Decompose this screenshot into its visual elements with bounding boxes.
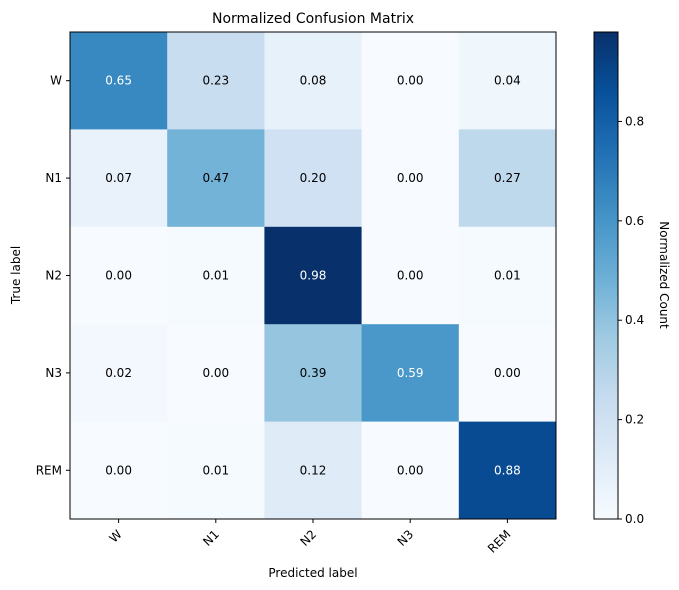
cell-value-label: 0.98 [300,269,327,283]
colorbar-label: Normalized Count [657,221,671,329]
heatmap-cell [458,226,557,325]
cell-value-label: 0.59 [397,366,424,380]
colorbar-tick-label: 0.0 [625,512,644,526]
colorbar [593,31,619,520]
heatmap-cell [264,421,363,520]
y-axis-ticks: W N1 N2 N3 REM [36,74,70,477]
x-tick-label: N2 [297,527,319,549]
cell-value-label: 0.00 [105,269,132,283]
heatmap-cell [70,421,168,520]
cell-value-label: 0.65 [105,74,132,88]
cell-value-label: 0.88 [494,463,521,477]
y-tick-label: W [50,74,62,88]
cell-value-label: 0.00 [105,463,132,477]
cell-value-label: 0.27 [494,171,521,185]
x-axis-label: Predicted label [268,566,357,580]
heatmap-cell [264,226,363,325]
heatmap-cell [264,32,363,130]
cell-value-label: 0.00 [397,269,424,283]
chart-title: Normalized Confusion Matrix [212,11,414,27]
colorbar-tick-label: 0.8 [625,114,644,128]
cell-value-label: 0.01 [202,269,229,283]
x-axis-ticks: W N1 N2 N3 REM [106,519,514,556]
cell-value-label: 0.00 [397,171,424,185]
x-tick-label: N1 [200,527,222,549]
heatmap-cell [167,129,265,228]
heatmap-cell [361,32,460,130]
heatmap-cells [70,32,557,520]
cell-value-label: 0.00 [494,366,521,380]
heatmap-cell [458,32,557,130]
heatmap-cell [167,32,265,130]
cell-value-label: 0.01 [202,463,229,477]
colorbar-tick-label: 0.6 [625,214,644,228]
y-tick-label: N3 [45,366,62,380]
heatmap-cell [70,324,168,423]
heatmap-cell [167,324,265,423]
cell-value-label: 0.00 [397,463,424,477]
heatmap-cell [70,32,168,130]
y-tick-label: N1 [45,171,62,185]
colorbar-tick-label: 0.2 [625,413,644,427]
y-tick-label: N2 [45,269,62,283]
cell-value-label: 0.08 [300,74,327,88]
cell-value-label: 0.01 [494,269,521,283]
cell-value-label: 0.47 [202,171,229,185]
cell-value-label: 0.07 [105,171,132,185]
heatmap-cell [361,324,460,423]
heatmap-cell-labels: 0.65 0.23 0.08 0.00 0.04 0.07 0.47 0.20 0.00 0.27… [105,74,521,478]
heatmap-cell [264,129,363,228]
heatmap-cell [361,421,460,520]
y-axis-label: True label [9,246,23,305]
heatmap-cell [70,129,168,228]
cell-value-label: 0.02 [105,366,132,380]
x-tick-label: REM [485,527,513,555]
cell-value-label: 0.20 [300,171,327,185]
cell-value-label: 0.12 [300,463,327,477]
heatmap-cell [264,324,363,423]
x-tick-label: W [106,527,124,545]
heatmap-cell [361,226,460,325]
colorbar-ticks: 0.0 0.2 0.4 0.6 0.8 [618,114,644,526]
heatmap-cell [458,324,557,423]
heatmap-cell [361,129,460,228]
heatmap-cell [458,421,557,520]
cell-value-label: 0.23 [202,74,229,88]
cell-value-label: 0.04 [494,74,521,88]
cell-value-label: 0.00 [202,366,229,380]
colorbar-tick-label: 0.4 [625,313,644,327]
y-tick-label: REM [36,463,62,477]
x-tick-label: N3 [395,527,417,549]
heatmap-cell [458,129,557,228]
cell-value-label: 0.00 [397,74,424,88]
heatmap-cell [70,226,168,325]
heatmap-cell [167,421,265,520]
heatmap-cell [167,226,265,325]
cell-value-label: 0.39 [300,366,327,380]
